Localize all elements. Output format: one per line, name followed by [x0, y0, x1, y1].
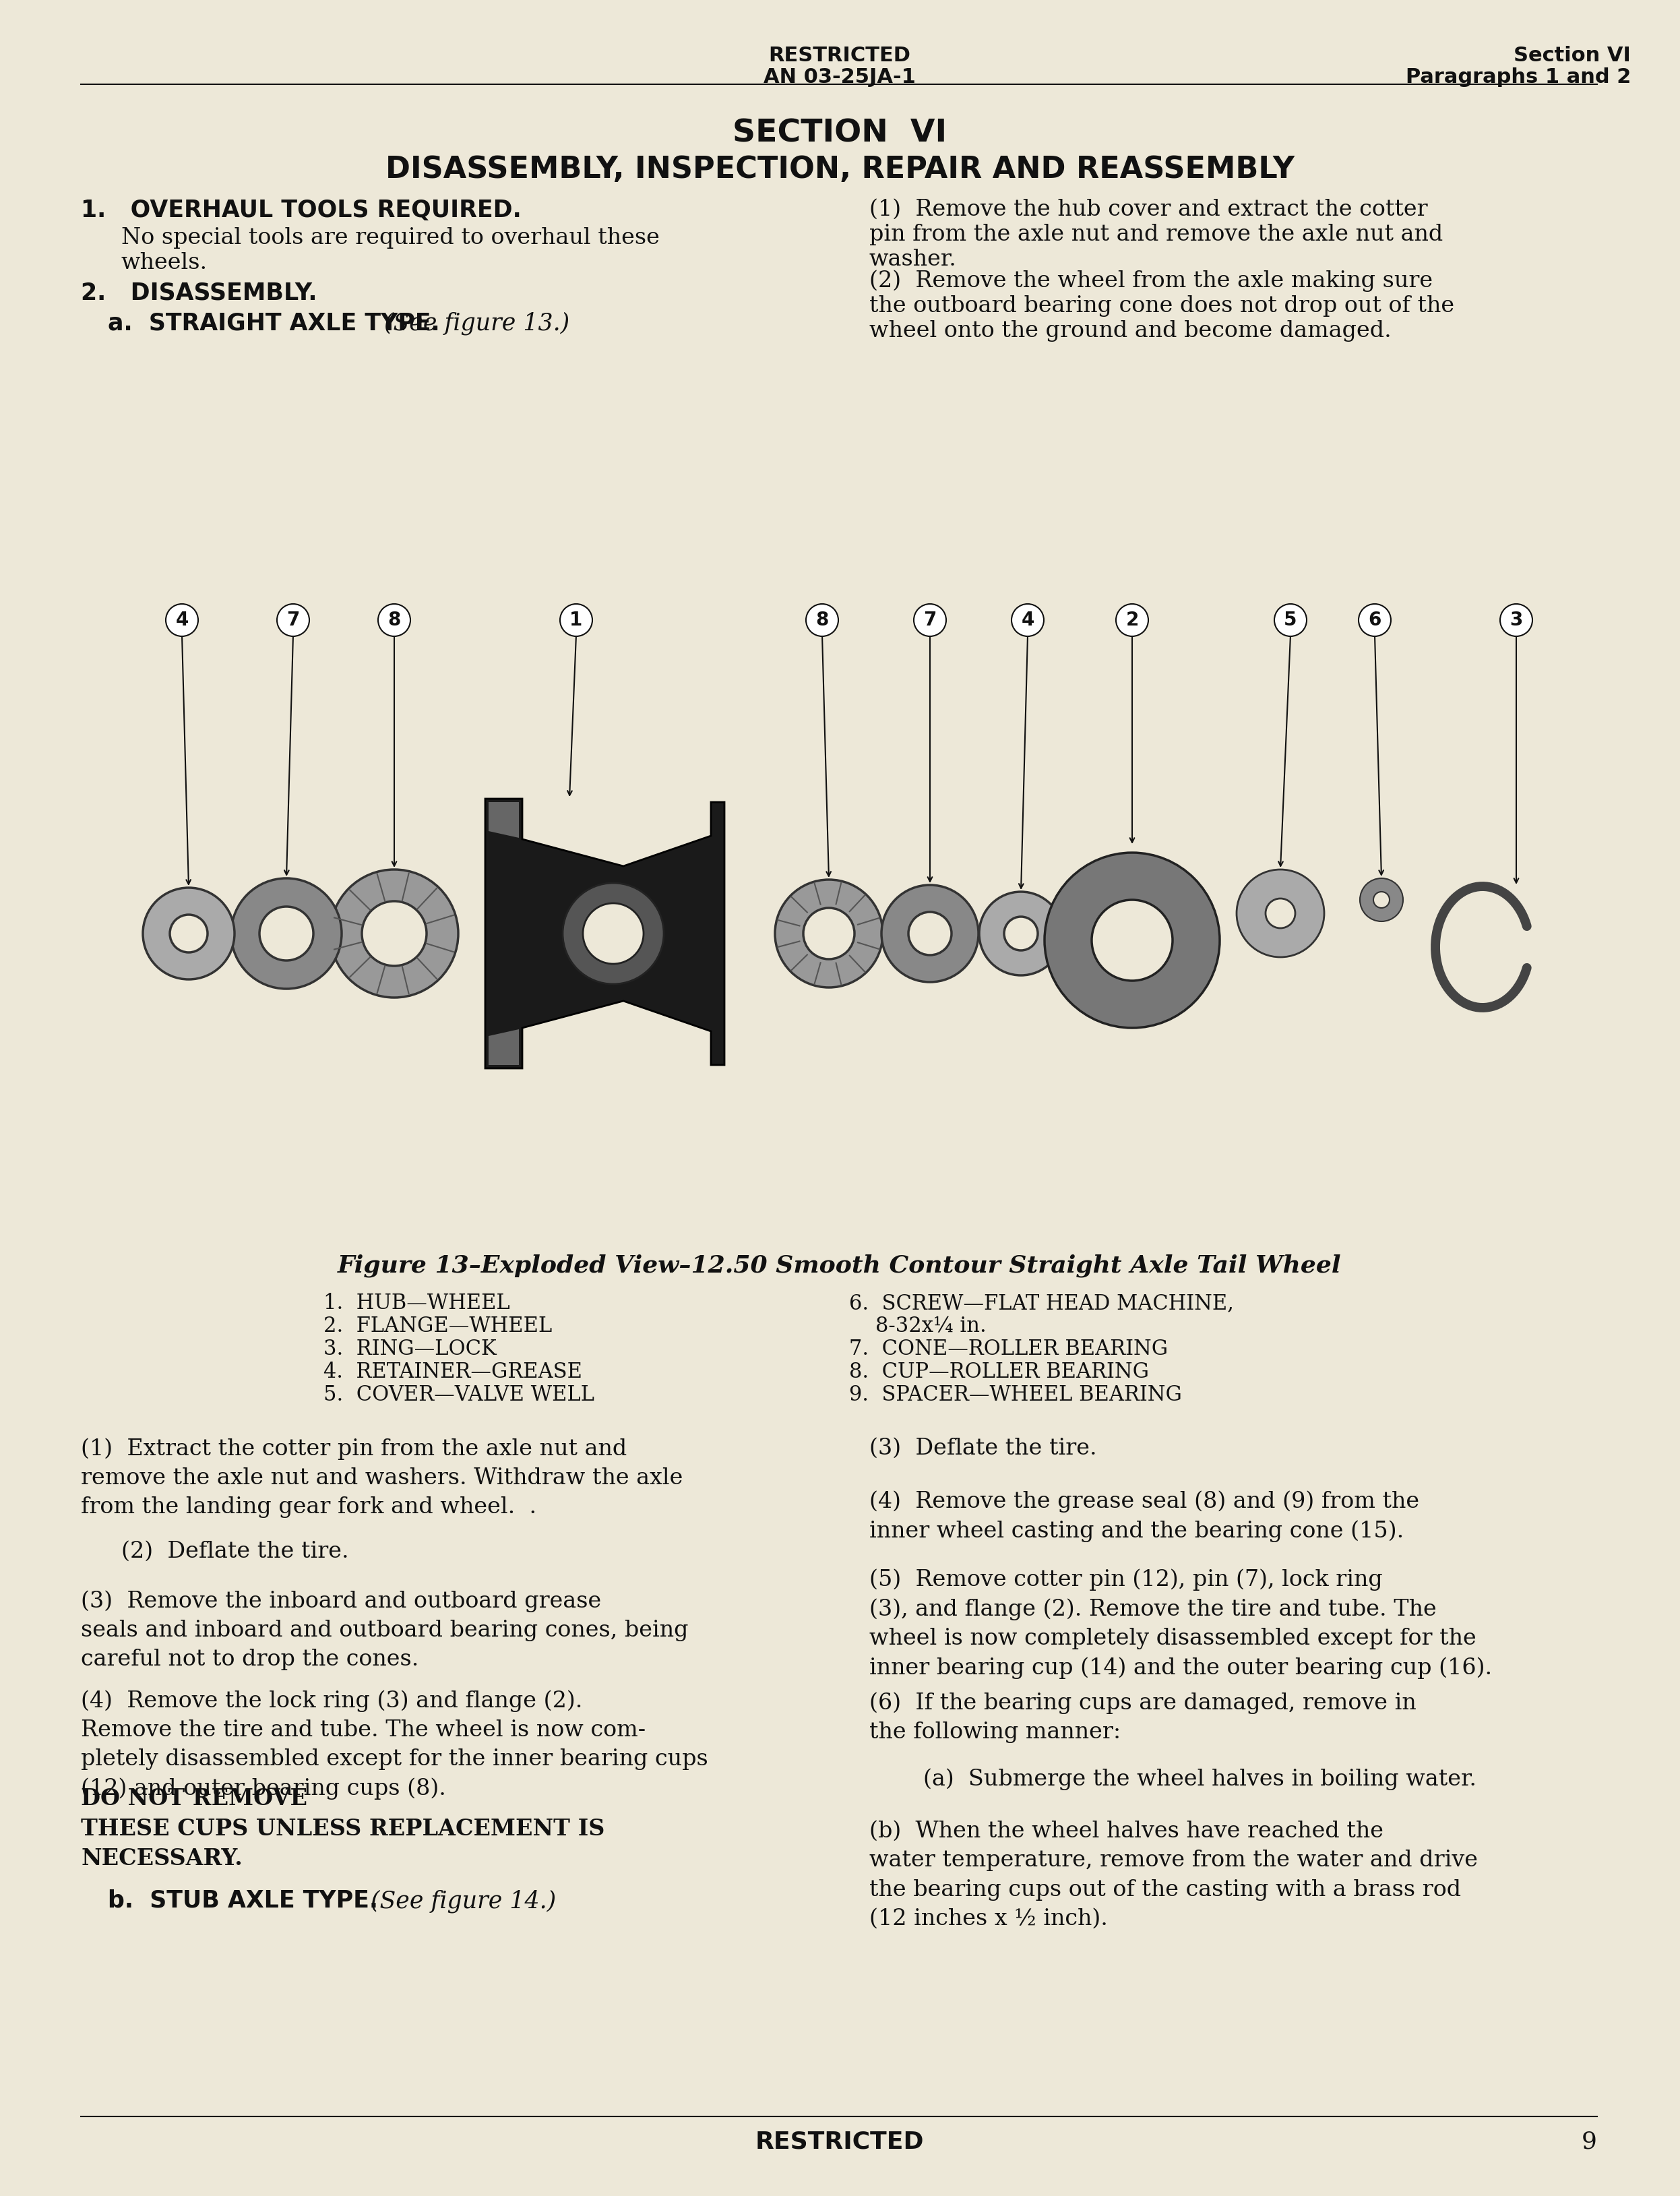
Text: (4)  Remove the grease seal (8) and (9) from the
inner wheel casting and the bea: (4) Remove the grease seal (8) and (9) f… — [869, 1491, 1420, 1542]
Text: (3)  Remove the inboard and outboard grease
seals and inboard and outboard beari: (3) Remove the inboard and outboard grea… — [81, 1590, 689, 1671]
Circle shape — [1236, 870, 1324, 957]
Circle shape — [277, 604, 309, 637]
Circle shape — [1265, 898, 1295, 929]
Text: AN 03-25JA-1: AN 03-25JA-1 — [763, 68, 916, 88]
Text: (4)  Remove the lock ring (3) and flange (2).
Remove the tire and tube. The whee: (4) Remove the lock ring (3) and flange … — [81, 1689, 707, 1801]
Circle shape — [914, 604, 946, 637]
Text: 8: 8 — [388, 610, 402, 630]
Circle shape — [1005, 916, 1038, 951]
Circle shape — [1359, 604, 1391, 637]
Circle shape — [882, 885, 978, 982]
Circle shape — [909, 911, 951, 955]
Circle shape — [331, 870, 459, 997]
Text: 5: 5 — [1284, 610, 1297, 630]
Circle shape — [170, 916, 208, 953]
Text: (b)  When the wheel halves have reached the
water temperature, remove from the w: (b) When the wheel halves have reached t… — [869, 1820, 1478, 1930]
Circle shape — [1275, 604, 1307, 637]
Text: Figure 13–Exploded View–12.50 Smooth Contour Straight Axle Tail Wheel: Figure 13–Exploded View–12.50 Smooth Con… — [338, 1254, 1342, 1276]
Text: 7: 7 — [924, 610, 936, 630]
Circle shape — [1011, 604, 1043, 637]
Circle shape — [1116, 604, 1149, 637]
Circle shape — [143, 887, 235, 979]
Text: DISASSEMBLY, INSPECTION, REPAIR AND REASSEMBLY: DISASSEMBLY, INSPECTION, REPAIR AND REAS… — [385, 156, 1294, 184]
Circle shape — [232, 878, 341, 988]
Text: 6: 6 — [1368, 610, 1381, 630]
Text: (See figure 14.): (See figure 14.) — [371, 1889, 556, 1913]
Text: (2)  Remove the wheel from the axle making sure
the outboard bearing cone does n: (2) Remove the wheel from the axle makin… — [869, 270, 1455, 343]
Circle shape — [563, 883, 664, 984]
Circle shape — [583, 903, 643, 964]
Text: No special tools are required to overhaul these
wheels.: No special tools are required to overhau… — [121, 226, 660, 274]
Text: Section VI: Section VI — [1514, 46, 1631, 66]
Text: 8-32x¼ in.: 8-32x¼ in. — [848, 1315, 986, 1337]
Circle shape — [1045, 852, 1220, 1028]
Text: 8.  CUP—ROLLER BEARING: 8. CUP—ROLLER BEARING — [848, 1362, 1149, 1383]
Text: (2)  Deflate the tire.: (2) Deflate the tire. — [121, 1542, 349, 1561]
Text: 6.  SCREW—FLAT HEAD MACHINE,: 6. SCREW—FLAT HEAD MACHINE, — [848, 1293, 1233, 1313]
Circle shape — [979, 892, 1063, 975]
Text: 2.   DISASSEMBLY.: 2. DISASSEMBLY. — [81, 281, 318, 303]
Text: RESTRICTED: RESTRICTED — [756, 2130, 924, 2152]
Text: b.  STUB AXLE TYPE.: b. STUB AXLE TYPE. — [108, 1889, 386, 1913]
Text: (See figure 13.): (See figure 13.) — [385, 312, 570, 334]
Circle shape — [774, 881, 882, 988]
Text: 5.  COVER—VALVE WELL: 5. COVER—VALVE WELL — [324, 1383, 595, 1405]
Text: 3: 3 — [1510, 610, 1522, 630]
Circle shape — [166, 604, 198, 637]
Circle shape — [1500, 604, 1532, 637]
Text: 7: 7 — [287, 610, 299, 630]
Text: 4: 4 — [175, 610, 188, 630]
Text: a.  STRAIGHT AXLE TYPE.: a. STRAIGHT AXLE TYPE. — [108, 312, 449, 334]
Text: 7.  CONE—ROLLER BEARING: 7. CONE—ROLLER BEARING — [848, 1340, 1168, 1359]
Circle shape — [259, 907, 314, 960]
Text: SECTION  VI: SECTION VI — [732, 119, 948, 149]
Polygon shape — [489, 802, 519, 839]
Text: 4: 4 — [1021, 610, 1035, 630]
Polygon shape — [486, 799, 724, 1067]
Circle shape — [1373, 892, 1389, 907]
Text: (1)  Extract the cotter pin from the axle nut and
remove the axle nut and washer: (1) Extract the cotter pin from the axle… — [81, 1438, 682, 1517]
Circle shape — [803, 907, 855, 960]
Text: (5)  Remove cotter pin (12), pin (7), lock ring
(3), and flange (2). Remove the : (5) Remove cotter pin (12), pin (7), loc… — [869, 1568, 1492, 1680]
Text: (3)  Deflate the tire.: (3) Deflate the tire. — [869, 1438, 1097, 1460]
Circle shape — [1092, 900, 1173, 982]
Text: 2.  FLANGE—WHEEL: 2. FLANGE—WHEEL — [324, 1315, 553, 1337]
Text: RESTRICTED: RESTRICTED — [768, 46, 911, 66]
Circle shape — [559, 604, 593, 637]
Text: 9: 9 — [1581, 2130, 1598, 2152]
Text: 1.  HUB—WHEEL: 1. HUB—WHEEL — [324, 1293, 511, 1313]
Circle shape — [378, 604, 410, 637]
Text: 8: 8 — [815, 610, 828, 630]
Text: DO NOT REMOVE
THESE CUPS UNLESS REPLACEMENT IS
NECESSARY.: DO NOT REMOVE THESE CUPS UNLESS REPLACEM… — [81, 1788, 605, 1871]
Text: (6)  If the bearing cups are damaged, remove in
the following manner:: (6) If the bearing cups are damaged, rem… — [869, 1691, 1416, 1744]
Text: Paragraphs 1 and 2: Paragraphs 1 and 2 — [1406, 68, 1631, 88]
Text: (1)  Remove the hub cover and extract the cotter
pin from the axle nut and remov: (1) Remove the hub cover and extract the… — [869, 200, 1443, 270]
Text: 1: 1 — [570, 610, 583, 630]
Text: (a)  Submerge the wheel halves in boiling water.: (a) Submerge the wheel halves in boiling… — [924, 1768, 1477, 1790]
Circle shape — [1359, 878, 1403, 922]
Text: 2: 2 — [1126, 610, 1139, 630]
Text: 3.  RING—LOCK: 3. RING—LOCK — [324, 1340, 497, 1359]
Circle shape — [806, 604, 838, 637]
Text: 4.  RETAINER—GREASE: 4. RETAINER—GREASE — [324, 1362, 583, 1383]
Text: 1.   OVERHAUL TOOLS REQUIRED.: 1. OVERHAUL TOOLS REQUIRED. — [81, 200, 521, 222]
Text: 9.  SPACER—WHEEL BEARING: 9. SPACER—WHEEL BEARING — [848, 1383, 1183, 1405]
Circle shape — [361, 900, 427, 966]
Polygon shape — [489, 1030, 519, 1065]
